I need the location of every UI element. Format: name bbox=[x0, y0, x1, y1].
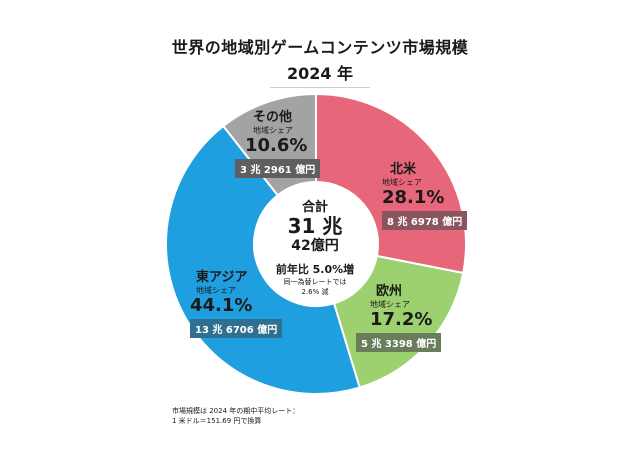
region-name: 北米 bbox=[390, 162, 417, 177]
amount-badge: 8 兆 6978 億円 bbox=[382, 211, 468, 230]
footnote: 市場規模は 2024 年の期中平均レート： 1 米ドル＝151.69 円で換算 bbox=[172, 406, 299, 426]
total-oku: 42億円 bbox=[291, 238, 339, 254]
total-trillion: 31 兆 bbox=[287, 214, 343, 238]
region-name: 東アジア bbox=[196, 270, 248, 285]
share-label: 地域シェア bbox=[196, 286, 236, 295]
amount-badge: 13 兆 6706 億円 bbox=[190, 319, 283, 338]
region-other: その他 地域シェア 10.6% 3 兆 2961 億円 bbox=[235, 106, 321, 178]
region-name: 欧州 bbox=[376, 284, 403, 299]
amount-badge: 5 兆 3398 億円 bbox=[356, 333, 442, 352]
share-label: 地域シェア bbox=[370, 300, 410, 309]
footnote-line1: 市場規模は 2024 年の期中平均レート： bbox=[172, 407, 300, 415]
fx-note-line1: 同一為替レートでは bbox=[283, 278, 347, 286]
share-value: 17.2% bbox=[370, 309, 433, 330]
region-europe: 欧州 地域シェア 17.2% 5 兆 3398 億円 bbox=[356, 280, 442, 352]
fx-note-line2: 2.6% 減 bbox=[301, 288, 329, 296]
total-label: 合計 bbox=[301, 200, 328, 215]
region-east-asia: 東アジア 地域シェア 44.1% 13 兆 6706 億円 bbox=[190, 266, 283, 338]
footnote-line2: 1 米ドル＝151.69 円で換算 bbox=[172, 417, 262, 425]
share-value: 10.6% bbox=[245, 135, 308, 156]
growth-rate: 前年比 5.0%増 bbox=[275, 263, 355, 276]
center-total: 合計 31 兆 42億円 前年比 5.0%増 同一為替レートでは 2.6% 減 bbox=[255, 196, 375, 297]
region-north-america: 北米 地域シェア 28.1% 8 兆 6978 億円 bbox=[382, 158, 468, 230]
share-value: 44.1% bbox=[190, 295, 253, 316]
donut-hole bbox=[254, 182, 378, 306]
chart-year: 2024 年 bbox=[270, 60, 370, 88]
share-label: 地域シェア bbox=[253, 126, 293, 135]
region-name: その他 bbox=[253, 110, 293, 125]
share-value: 28.1% bbox=[382, 187, 445, 208]
chart-title: 世界の地域別ゲームコンテンツ市場規模 bbox=[171, 38, 469, 57]
amount-badge: 3 兆 2961 億円 bbox=[235, 159, 321, 178]
share-label: 地域シェア bbox=[382, 178, 422, 187]
